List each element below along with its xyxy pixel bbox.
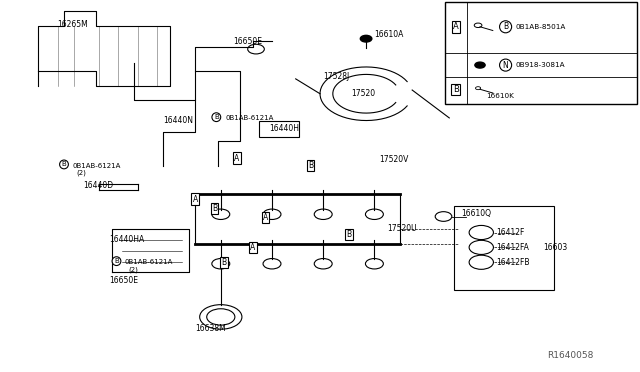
Text: 16650E: 16650E: [234, 37, 262, 46]
Text: (2): (2): [128, 266, 138, 273]
Text: A: A: [263, 213, 268, 222]
Text: B: B: [308, 161, 313, 170]
Text: B: B: [61, 161, 67, 167]
Text: 17520: 17520: [351, 89, 375, 98]
Text: B: B: [503, 22, 508, 31]
Text: 16440H: 16440H: [269, 124, 299, 133]
Text: 16412FA: 16412FA: [496, 243, 529, 252]
Text: 0B1AB-6121A: 0B1AB-6121A: [125, 259, 173, 265]
Text: N: N: [503, 61, 508, 70]
Text: 17528J: 17528J: [323, 72, 349, 81]
Text: A: A: [453, 22, 458, 31]
Text: A: A: [234, 154, 239, 163]
Text: 16440N: 16440N: [163, 116, 193, 125]
Text: 16603: 16603: [543, 243, 567, 252]
Text: B: B: [214, 114, 219, 120]
FancyBboxPatch shape: [259, 121, 299, 137]
Text: 0B918-3081A: 0B918-3081A: [515, 62, 565, 68]
Text: 0B1AB-6121A: 0B1AB-6121A: [72, 163, 121, 169]
Text: B: B: [212, 204, 217, 213]
Text: 16440D: 16440D: [83, 182, 113, 190]
Text: A: A: [193, 195, 198, 203]
Text: 17520V: 17520V: [379, 155, 408, 164]
FancyBboxPatch shape: [454, 206, 554, 290]
Text: 0B1AB-6121A: 0B1AB-6121A: [225, 115, 274, 121]
Bar: [445, 2, 637, 104]
Text: (2): (2): [77, 170, 86, 176]
Circle shape: [475, 62, 485, 68]
Text: 16610A: 16610A: [374, 30, 404, 39]
Text: B: B: [114, 258, 119, 264]
Text: 16610Q: 16610Q: [461, 209, 491, 218]
Text: 16650E: 16650E: [109, 276, 138, 285]
Text: 17520U: 17520U: [387, 224, 417, 233]
Text: 16610K: 16610K: [486, 93, 515, 99]
Text: B: B: [346, 230, 351, 239]
Text: R1640058: R1640058: [547, 351, 593, 360]
Circle shape: [360, 35, 372, 42]
Text: B: B: [452, 85, 459, 94]
Text: B: B: [221, 258, 227, 267]
Text: 16412FB: 16412FB: [496, 258, 529, 267]
Text: 16440HA: 16440HA: [109, 235, 144, 244]
Text: A: A: [250, 243, 255, 252]
Text: 16412F: 16412F: [496, 228, 524, 237]
Text: 16265M: 16265M: [58, 20, 88, 29]
Text: 16638M: 16638M: [195, 324, 226, 333]
Text: 0B1AB-8501A: 0B1AB-8501A: [515, 24, 566, 30]
